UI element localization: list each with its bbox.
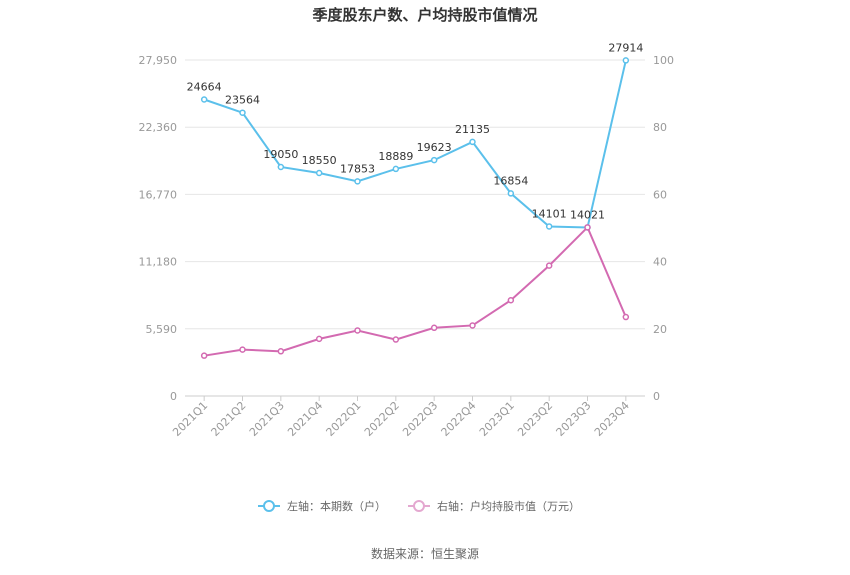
x-axis-ticks: 2021Q12021Q22021Q32021Q42022Q12022Q22022…	[170, 396, 632, 439]
series-0-point[interactable]	[507, 190, 515, 197]
left-axis-tick-label: 27,950	[139, 54, 178, 67]
series-1-point[interactable]	[239, 346, 246, 353]
left-axis-ticks: 0 5,590 11,180 16,770 22,360 27,950	[139, 54, 178, 403]
data-label: 23564	[225, 94, 260, 107]
data-label: 27914	[608, 41, 643, 54]
legend-marker-avg-value	[413, 500, 425, 512]
source-note: 数据来源：恒生聚源	[371, 546, 479, 561]
right-axis-tick-label: 80	[653, 121, 667, 134]
data-label: 24664	[187, 81, 222, 94]
series-0-point[interactable]	[200, 96, 208, 103]
series-1-point[interactable]	[545, 262, 553, 269]
x-axis-tick-label: 2023Q1	[477, 399, 517, 439]
x-axis-tick-label: 2023Q2	[515, 399, 555, 439]
x-axis-tick-label: 2021Q2	[209, 399, 249, 439]
left-axis-tick-label: 0	[170, 390, 177, 403]
series-1-point[interactable]	[200, 352, 208, 359]
data-label: 21135	[455, 123, 490, 136]
x-axis-tick-label: 2021Q1	[170, 399, 210, 439]
data-label: 19623	[417, 141, 452, 154]
left-axis-tick-label: 16,770	[139, 188, 178, 201]
series-0-point[interactable]	[239, 109, 246, 116]
x-axis-tick-label: 2022Q4	[439, 399, 479, 439]
series-line-0	[203, 60, 627, 229]
x-axis-tick-label: 2023Q3	[554, 399, 594, 439]
series-1-point[interactable]	[277, 348, 285, 355]
right-axis-tick-label: 100	[653, 54, 674, 67]
data-label: 14101	[532, 207, 567, 220]
legend: 左轴：本期数（户） 右轴：户均持股市值（万元）	[258, 499, 580, 513]
series-1-point[interactable]	[430, 324, 438, 332]
series-1-point[interactable]	[469, 322, 476, 329]
right-axis-ticks: 0 20 40 60 80 100	[653, 54, 674, 403]
series-0-point[interactable]	[622, 57, 630, 64]
series-0-point[interactable]	[469, 138, 476, 146]
data-label: 16854	[493, 174, 528, 187]
chart-title: 季度股东户数、户均持股市值情况	[312, 6, 537, 24]
series-0-point[interactable]	[430, 156, 438, 164]
left-axis-tick-label: 5,590	[146, 323, 178, 336]
data-label: 17853	[340, 162, 375, 175]
left-axis-tick-label: 11,180	[139, 256, 178, 269]
series-1-point[interactable]	[354, 327, 361, 334]
series-1-point[interactable]	[584, 224, 591, 231]
right-axis-tick-label: 40	[653, 256, 667, 269]
series-0-point[interactable]	[277, 163, 285, 171]
data-label: 18550	[302, 154, 337, 167]
x-axis-tick-label: 2022Q1	[324, 399, 364, 439]
series-line-1	[204, 225, 627, 357]
data-label: 19050	[263, 148, 298, 161]
x-axis-tick-label: 2021Q4	[285, 399, 325, 439]
series-1-point[interactable]	[622, 313, 630, 321]
right-axis-tick-label: 20	[653, 323, 667, 336]
legend-item-households[interactable]: 左轴：本期数（户）	[258, 499, 386, 513]
x-axis-tick-label: 2022Q3	[400, 399, 440, 439]
legend-label-avg-value: 右轴：户均持股市值（万元）	[437, 499, 580, 513]
series-1-point[interactable]	[315, 335, 323, 343]
left-axis-tick-label: 22,360	[139, 121, 178, 134]
series-0-point[interactable]	[545, 223, 553, 230]
series-0-point[interactable]	[315, 169, 323, 177]
right-axis-tick-label: 0	[653, 390, 660, 403]
grid-lines	[185, 59, 645, 397]
right-axis-tick-label: 60	[653, 188, 667, 201]
legend-label-households: 左轴：本期数（户）	[287, 499, 386, 513]
x-axis-tick-label: 2022Q2	[362, 399, 402, 439]
series-1-point[interactable]	[392, 336, 400, 343]
x-axis-tick-label: 2023Q4	[592, 399, 632, 439]
legend-marker-households	[263, 500, 275, 512]
legend-item-avg-value[interactable]: 右轴：户均持股市值（万元）	[408, 499, 580, 513]
x-axis-tick-label: 2021Q3	[247, 399, 287, 439]
data-label: 14021	[570, 208, 605, 221]
data-label: 18889	[378, 150, 413, 163]
series-0-point[interactable]	[354, 178, 361, 185]
series-0-point[interactable]	[392, 165, 400, 173]
series-1-point[interactable]	[507, 296, 515, 304]
